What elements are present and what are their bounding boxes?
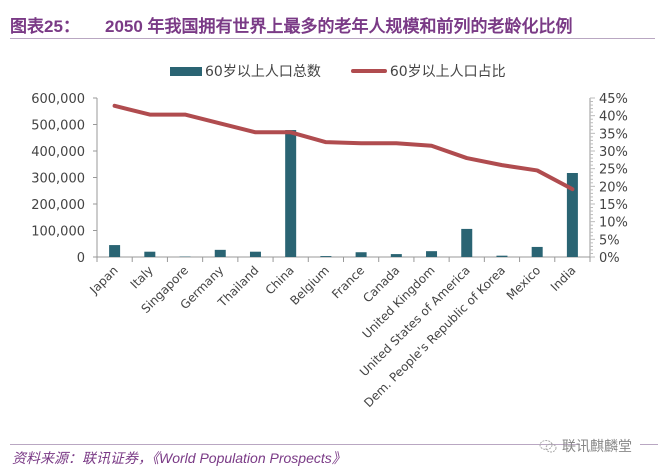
- right-tick-label: 30%: [599, 145, 628, 160]
- chat-bubble-icon: [539, 440, 557, 453]
- x-tick-label: Mexico: [504, 263, 544, 303]
- bar-series: [109, 130, 578, 257]
- bar: [249, 251, 261, 257]
- bar: [461, 228, 473, 257]
- right-tick-label: 15%: [599, 198, 628, 213]
- bar: [320, 256, 332, 257]
- left-tick-label: 600,000: [31, 92, 85, 107]
- figure-number: 图表25：: [10, 17, 80, 36]
- bar: [531, 246, 543, 257]
- x-tick-label: Japan: [86, 263, 120, 297]
- line-series: [112, 103, 575, 192]
- bar: [214, 249, 226, 257]
- source-note: 资料来源：联讯证券，《World Population Prospects》: [12, 450, 346, 466]
- legend-swatch-bar: [170, 66, 202, 76]
- bar: [496, 255, 508, 257]
- right-tick-label: 40%: [599, 110, 628, 125]
- bar: [144, 251, 156, 257]
- left-axis: 0 100,000 200,000 300,000 400,000 500,000 600,…: [31, 92, 98, 266]
- left-tick-label: 500,000: [31, 119, 85, 134]
- left-tick-label: 200,000: [31, 198, 85, 213]
- right-tick-label: 35%: [599, 127, 628, 142]
- legend-swatch-line: [350, 69, 387, 73]
- chart-title: 2050 年我国拥有世界上最多的老年人规模和前列的老龄化比例: [105, 17, 573, 36]
- left-tick-label: 300,000: [31, 172, 85, 187]
- x-tick-label: China: [263, 263, 297, 297]
- legend-item-bar: 60岁以上人口总数: [170, 61, 321, 81]
- right-tick-label: 5%: [599, 233, 620, 248]
- right-axis: 0% 5% 10% 15% 20% 25% 30% 35% 40% 45%: [589, 92, 628, 266]
- legend-label-line: 60岁以上人口占比: [389, 64, 506, 80]
- legend: 60岁以上人口总数 60岁以上人口占比: [170, 62, 536, 80]
- left-tick-label: 400,000: [31, 145, 85, 160]
- line-path: [112, 103, 575, 192]
- footer-divider: [10, 444, 580, 445]
- bar: [285, 130, 297, 257]
- bar: [355, 252, 367, 257]
- legend-label-bar: 60岁以上人口总数: [205, 64, 321, 80]
- watermark: 联讯麒麟堂: [538, 436, 632, 456]
- right-tick-label: 45%: [599, 92, 628, 107]
- right-tick-label: 0%: [599, 251, 620, 266]
- right-tick-label: 10%: [599, 216, 628, 231]
- bar: [109, 245, 121, 257]
- legend-item-line: 60岁以上人口占比: [350, 61, 506, 81]
- right-tick-label: 25%: [599, 163, 628, 178]
- left-tick-label: 0: [77, 251, 85, 266]
- combo-chart: 0 100,000 200,000 300,000 400,000 500,000 600,…: [31, 92, 628, 410]
- left-tick-label: 100,000: [31, 225, 85, 240]
- right-tick-label: 20%: [599, 180, 628, 195]
- footer-divider-right: [640, 444, 658, 445]
- bar: [426, 251, 438, 257]
- bar: [566, 172, 578, 257]
- x-tick-label: India: [548, 263, 579, 294]
- watermark-text: 联讯麒麟堂: [562, 438, 632, 454]
- x-tick-label: Italy: [128, 263, 156, 291]
- bar: [390, 254, 402, 257]
- title-bar: 图表25： 2050 年我国拥有世界上最多的老年人规模和前列的老龄化比例: [10, 8, 655, 39]
- x-tick-label: Belgium: [287, 263, 332, 308]
